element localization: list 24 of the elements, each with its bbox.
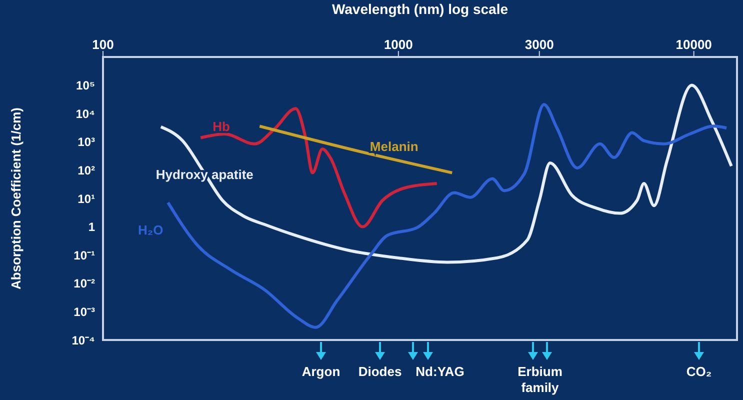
y-tick-label: 10⁴ bbox=[76, 106, 96, 121]
y-tick-label: 1 bbox=[88, 220, 96, 234]
y-tick-label: 10⁵ bbox=[76, 78, 95, 93]
y-tick-label: 10³ bbox=[78, 135, 96, 150]
text: CO₂ bbox=[686, 364, 712, 379]
text: Nd:YAG bbox=[416, 364, 464, 379]
x-tick-label: 1000 bbox=[384, 37, 413, 52]
text: Diodes bbox=[358, 364, 402, 379]
x-tick-label: 10000 bbox=[676, 37, 712, 52]
y-tick-label: 10⁻¹ bbox=[74, 248, 96, 262]
y-axis-title: Absorption Coefficient (1/cm) bbox=[8, 107, 24, 290]
x-tick-label: 3000 bbox=[524, 37, 554, 52]
y-tick-label: 10⁻² bbox=[74, 276, 96, 291]
text: Erbium family bbox=[518, 364, 562, 395]
series-label: Melanin bbox=[370, 138, 418, 154]
series-label: Hb bbox=[212, 118, 230, 134]
y-tick-label: 10⁻³ bbox=[74, 304, 96, 319]
text: Argon bbox=[302, 364, 340, 379]
y-tick-label: 10⁻⁴ bbox=[72, 333, 96, 348]
y-tick-label: 10¹ bbox=[78, 192, 96, 206]
series-label: H₂O bbox=[138, 222, 164, 238]
x-axis-title: Wavelength (nm) log scale bbox=[332, 0, 508, 17]
y-tick-label: 10² bbox=[78, 163, 96, 178]
x-tick-label: 100 bbox=[92, 37, 114, 52]
